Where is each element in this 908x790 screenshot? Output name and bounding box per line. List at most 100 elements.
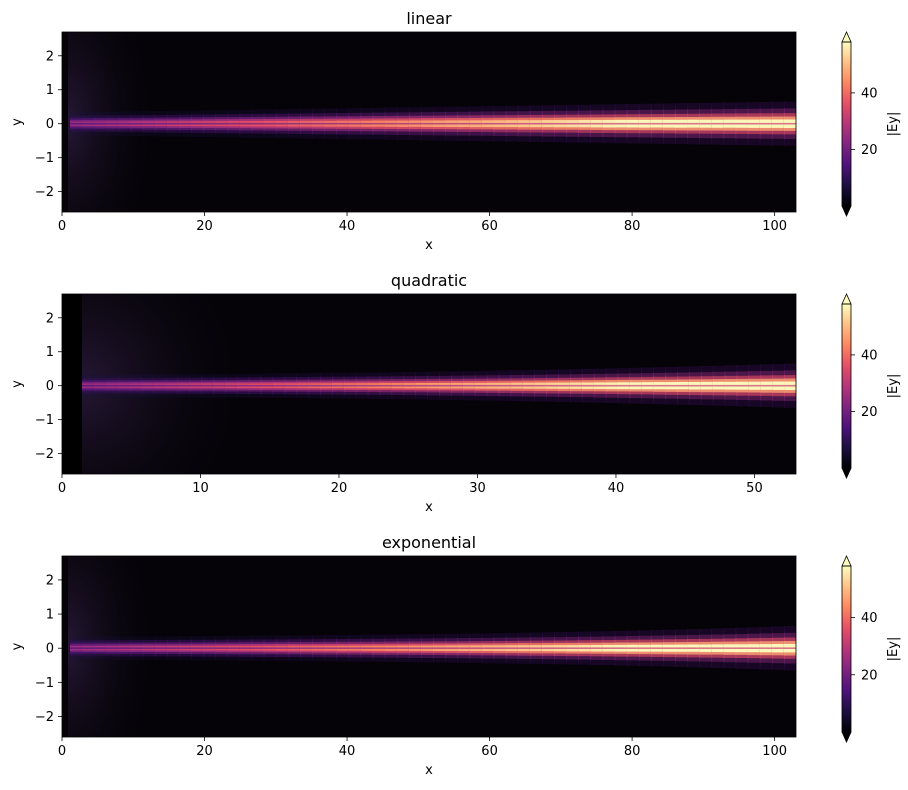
waveguide-core — [723, 647, 737, 649]
waveguide-core — [590, 122, 604, 125]
waveguide-core — [118, 647, 132, 649]
waveguide-core — [296, 384, 309, 387]
chart-panel-quadratic: quadratic 0 10 20 30 40 50 x −2 −1 0 1 2 y 20 40 |Ey| — [10, 271, 901, 515]
waveguide-core — [129, 384, 143, 387]
colorbar-label: |Ey| — [886, 112, 901, 137]
colorbar-extend-max — [841, 293, 852, 305]
y-tick-label: 0 — [46, 642, 54, 657]
waveguide-core — [534, 384, 547, 387]
waveguide-core — [687, 647, 700, 649]
waveguide-core — [130, 647, 144, 649]
x-axis-label: x — [425, 238, 433, 253]
waveguide-core — [106, 122, 120, 125]
waveguide-core — [251, 122, 265, 125]
waveguide-core — [617, 384, 631, 387]
colorbar-extend-min — [841, 731, 852, 743]
chart-title: exponential — [382, 533, 476, 552]
x-tick-label: 0 — [58, 219, 66, 234]
y-axis-label: y — [10, 118, 25, 126]
waveguide-core — [529, 647, 543, 649]
waveguide-core — [638, 122, 652, 125]
waveguide-core — [239, 647, 253, 649]
waveguide-core — [166, 122, 180, 125]
waveguide-core — [320, 384, 333, 387]
y-tick-label: 0 — [46, 379, 54, 394]
waveguide-core — [82, 122, 95, 125]
waveguide-core — [420, 122, 434, 125]
heatmap-area — [62, 32, 796, 212]
colorbar-tick-label: 40 — [861, 86, 878, 101]
waveguide-core — [614, 122, 628, 125]
waveguide-core — [415, 384, 428, 387]
waveguide-core — [287, 647, 301, 649]
colorbar-label: |Ey| — [886, 374, 901, 399]
waveguide-core — [324, 647, 337, 649]
waveguide-core — [578, 647, 592, 649]
waveguide-core — [578, 122, 592, 125]
colorbar-extend-min — [841, 205, 852, 217]
waveguide-core — [474, 384, 488, 387]
waveguide-core — [517, 122, 531, 125]
waveguide-core — [224, 384, 238, 387]
waveguide-core — [688, 384, 702, 387]
waveguide-core — [486, 384, 500, 387]
waveguide-core — [566, 122, 579, 125]
waveguide-core — [191, 647, 204, 649]
waveguide-core — [614, 647, 628, 649]
waveguide-core — [105, 384, 119, 387]
waveguide-core — [650, 647, 664, 649]
waveguide-core — [772, 384, 785, 387]
waveguide-core — [771, 647, 785, 649]
waveguide-core — [529, 122, 543, 125]
waveguide-core — [711, 647, 725, 649]
waveguide-core — [70, 122, 83, 125]
waveguide-core — [481, 647, 495, 649]
waveguide-core — [602, 122, 616, 125]
waveguide-core — [759, 647, 773, 649]
colorbar-frame — [841, 565, 852, 733]
colorbar-tick-label: 40 — [861, 611, 878, 626]
colorbar-extend-min — [841, 467, 852, 479]
waveguide-core — [641, 384, 654, 387]
waveguide-core — [189, 384, 202, 387]
waveguide-core — [665, 384, 678, 387]
waveguide-core — [348, 647, 362, 649]
waveguide-core — [450, 384, 464, 387]
waveguide-core — [94, 647, 108, 649]
waveguide-core — [439, 384, 452, 387]
colorbar-extend-max — [841, 31, 852, 43]
waveguide-core — [141, 384, 155, 387]
colorbar-frame — [841, 303, 852, 469]
waveguide-core — [384, 647, 398, 649]
waveguide-core — [166, 647, 180, 649]
waveguide-core — [154, 647, 168, 649]
waveguide-core — [493, 122, 507, 125]
waveguide-core — [287, 122, 301, 125]
waveguide-core — [367, 384, 381, 387]
colorbar-fill — [842, 304, 851, 468]
waveguide-core — [783, 647, 796, 649]
waveguide-core — [336, 122, 350, 125]
waveguide-core — [94, 122, 108, 125]
waveguide-core — [403, 384, 416, 387]
waveguide-core — [541, 122, 555, 125]
waveguide-core — [343, 384, 357, 387]
waveguide-core — [759, 122, 773, 125]
waveguide-core — [360, 122, 374, 125]
waveguide-core — [260, 384, 274, 387]
waveguide-core — [427, 384, 440, 387]
x-tick-label: 20 — [196, 744, 213, 759]
waveguide-core — [724, 384, 738, 387]
colorbar-tick-label: 20 — [861, 143, 878, 158]
waveguide-core — [379, 384, 393, 387]
y-tick-label: 2 — [46, 311, 54, 326]
waveguide-core — [675, 122, 688, 125]
y-tick-label: −1 — [35, 676, 54, 691]
waveguide-core — [558, 384, 571, 387]
waveguide-core — [783, 122, 796, 125]
waveguide-core — [165, 384, 178, 387]
x-tick-label: 80 — [624, 219, 641, 234]
x-tick-label: 30 — [469, 481, 486, 496]
waveguide-core — [408, 647, 422, 649]
